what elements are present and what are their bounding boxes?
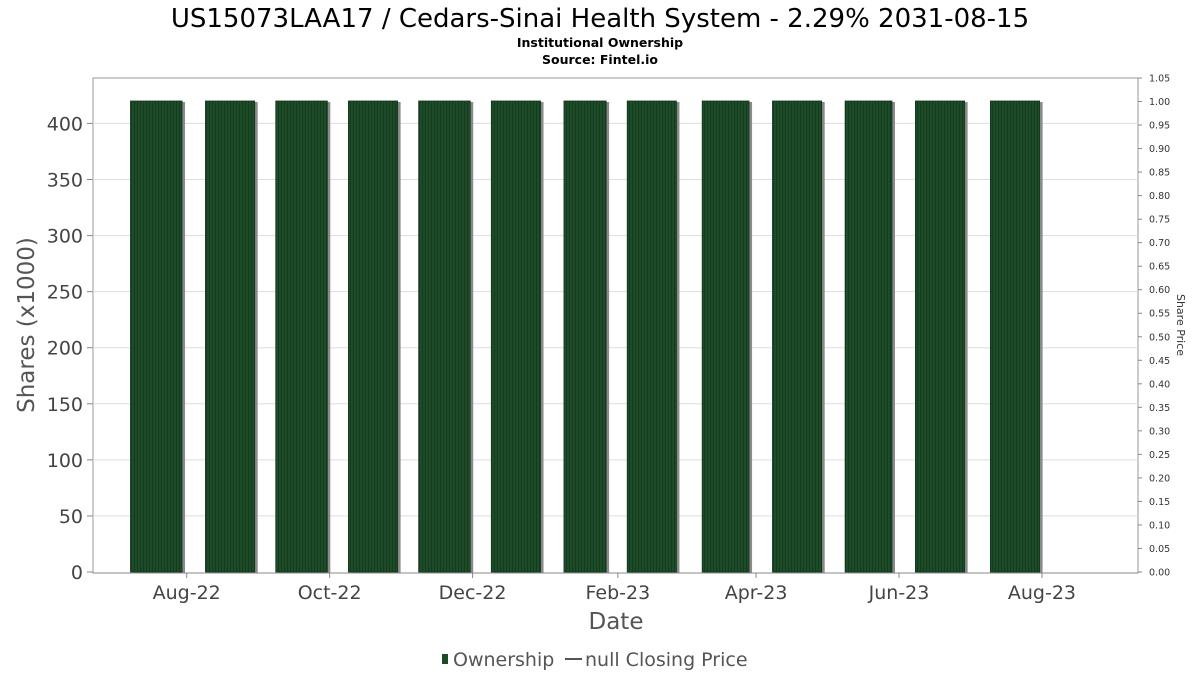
right-tick-label: 0.00: [1149, 568, 1170, 579]
bar-fill: [626, 100, 677, 573]
right-tick-label: 0.65: [1149, 262, 1170, 273]
x-tick-label: Apr-23: [725, 582, 788, 604]
legend: Ownership null Closing Price: [442, 649, 748, 671]
x-tick-label: Dec-22: [439, 582, 507, 604]
left-tick-label: 0: [71, 562, 83, 584]
chart-title: US15073LAA17 / Cedars-Sinai Health Syste…: [171, 4, 1029, 34]
bar-fill: [130, 100, 183, 573]
right-tick-label: 0.95: [1149, 121, 1170, 132]
x-tick-label: Jun-23: [868, 582, 930, 604]
x-axis-label: Date: [589, 609, 644, 635]
right-tick-label: 0.50: [1149, 332, 1170, 343]
x-tick-label: Feb-23: [585, 582, 650, 604]
bar: [915, 100, 968, 573]
left-axis-ticks: 0 50 100 150 200 250 300 350 400: [47, 113, 93, 584]
right-axis-ticks: 0.00 0.05 0.10 0.15 0.20 0.25 0.30 0.35 0.40 0.45…: [1138, 74, 1170, 579]
x-tick-label: Aug-23: [1008, 582, 1076, 604]
right-tick-label: 0.15: [1149, 497, 1170, 508]
right-tick-label: 0.80: [1149, 191, 1170, 202]
left-tick-label: 300: [47, 226, 83, 248]
left-tick-label: 400: [47, 113, 83, 135]
right-tick-label: 1.05: [1149, 74, 1170, 85]
bar-fill: [701, 100, 750, 573]
left-tick-label: 350: [47, 170, 83, 192]
chart-subtitle-2: Source: Fintel.io: [542, 52, 658, 67]
right-tick-label: 0.35: [1149, 403, 1170, 414]
bar-fill: [915, 100, 966, 573]
legend-price-label: null Closing Price: [585, 649, 748, 671]
right-tick-label: 0.05: [1149, 544, 1170, 555]
chart-subtitle-1: Institutional Ownership: [517, 35, 683, 50]
bar: [563, 100, 610, 573]
bar: [347, 100, 401, 573]
bars-group: [130, 100, 1043, 573]
left-tick-label: 250: [47, 282, 83, 304]
x-tick-label: Aug-22: [153, 582, 221, 604]
bar: [418, 100, 474, 573]
bar-fill: [205, 100, 256, 573]
left-tick-label: 100: [47, 450, 83, 472]
right-tick-label: 0.40: [1149, 379, 1170, 390]
bar: [626, 100, 680, 573]
bar-fill: [418, 100, 471, 573]
legend-ownership-label: Ownership: [453, 649, 554, 671]
right-tick-label: 0.25: [1149, 450, 1170, 461]
right-tick-label: 0.55: [1149, 309, 1170, 320]
right-tick-label: 0.60: [1149, 285, 1170, 296]
left-tick-label: 200: [47, 338, 83, 360]
right-tick-label: 0.20: [1149, 473, 1170, 484]
right-tick-label: 0.85: [1149, 168, 1170, 179]
bar: [490, 100, 544, 573]
x-axis-ticks: Aug-22 Oct-22 Dec-22 Feb-23 Apr-23 Jun-23 Aug-…: [93, 572, 1138, 604]
bar: [701, 100, 753, 573]
right-tick-label: 0.75: [1149, 215, 1170, 226]
right-tick-label: 0.10: [1149, 520, 1170, 531]
bar-fill: [772, 100, 823, 573]
bar: [275, 100, 331, 573]
bar: [844, 100, 895, 573]
y-axis-label: Shares (x1000): [14, 237, 40, 413]
bar: [205, 100, 258, 573]
bar-fill: [989, 100, 1040, 573]
bar-fill: [347, 100, 398, 573]
bar-fill: [275, 100, 328, 573]
y-axis-label-right: Share Price: [1174, 294, 1187, 356]
legend-ownership-swatch: [442, 654, 448, 664]
right-tick-label: 0.70: [1149, 238, 1170, 249]
bar: [772, 100, 825, 573]
left-tick-label: 150: [47, 394, 83, 416]
bar-fill: [563, 100, 607, 573]
left-tick-label: 50: [59, 506, 83, 528]
right-tick-label: 0.45: [1149, 356, 1170, 367]
bar: [989, 100, 1043, 573]
bar-fill: [490, 100, 541, 573]
bar: [130, 100, 186, 573]
bar-fill: [844, 100, 893, 573]
right-tick-label: 0.30: [1149, 426, 1170, 437]
x-tick-label: Oct-22: [298, 582, 362, 604]
right-tick-label: 1.00: [1149, 97, 1170, 108]
right-tick-label: 0.90: [1149, 144, 1170, 155]
